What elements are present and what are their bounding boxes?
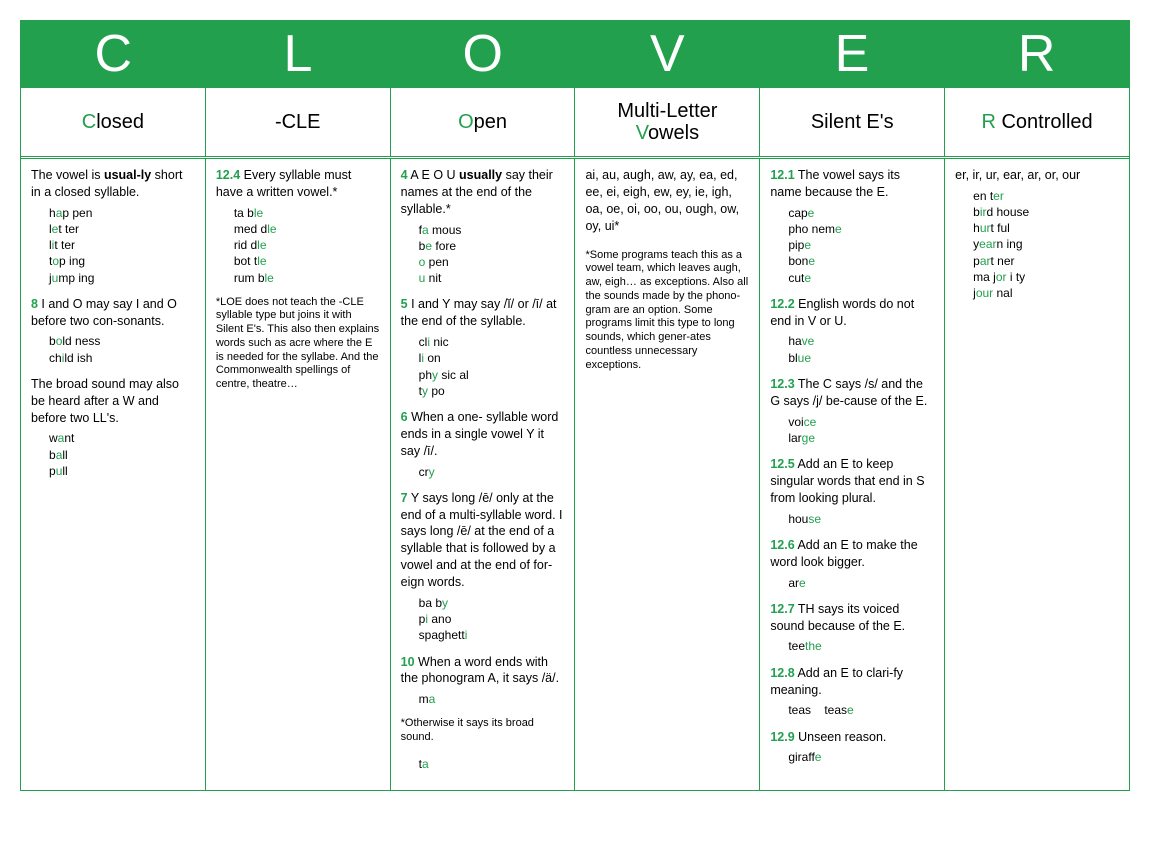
rule-text: 12.7 TH says its voiced sound because of…	[770, 601, 934, 635]
examples: haveblue	[788, 333, 934, 365]
rule-text: 6 When a one- syllable word ends in a si…	[401, 409, 565, 460]
footnote: *Some programs teach this as a vowel tea…	[585, 249, 749, 373]
examples: are	[788, 575, 934, 591]
examples: bold nesschild ish	[49, 333, 195, 365]
rule-text: The broad sound may also be heard after …	[31, 376, 195, 427]
examples: giraffe	[788, 749, 934, 765]
subheader-r: R Controlled	[945, 88, 1129, 156]
header-letter: C	[21, 21, 206, 87]
header-letter: L	[206, 21, 391, 87]
col-r: er, ir, ur, ear, ar, or, our en terbird …	[945, 159, 1129, 790]
examples: ta blemed dlerid dlebot tlerum ble	[234, 205, 380, 286]
examples: ta	[419, 756, 565, 772]
footnote: *LOE does not teach the -CLE syllable ty…	[216, 296, 380, 392]
rule-text: 4 A E O U usually say their names at the…	[401, 167, 565, 218]
examples: ba bypi anospaghetti	[419, 595, 565, 644]
col-silent: 12.1 The vowel says its name because the…	[760, 159, 945, 790]
examples: capepho nemepipebonecute	[788, 205, 934, 286]
rule-text: 12.2 English words do not end in V or U.	[770, 296, 934, 330]
examples: en terbird househurt fulyearn ingpart ne…	[973, 188, 1119, 301]
examples: house	[788, 511, 934, 527]
examples: wantballpull	[49, 430, 195, 479]
subheader-row: Closed -CLE Open Multi-Letter Vowels Sil…	[21, 87, 1129, 159]
rule-text: 7 Y says long /ē/ only at the end of a m…	[401, 490, 565, 591]
rule-text: 12.6 Add an E to make the word look bigg…	[770, 537, 934, 571]
examples: voicelarge	[788, 414, 934, 446]
rule-text: 12.3 The C says /s/ and the G says /j/ b…	[770, 376, 934, 410]
r-list: er, ir, ur, ear, ar, or, our	[955, 167, 1119, 184]
subheader-cle: -CLE	[206, 88, 391, 156]
clover-chart: C L O V E R Closed -CLE Open Multi-Lette…	[20, 20, 1130, 791]
examples: cli nicli onphy sic alty po	[419, 334, 565, 399]
rule-text: 12.5 Add an E to keep singular words tha…	[770, 456, 934, 507]
rule-text: 5 I and Y may say /ĭ/ or /ī/ at the end …	[401, 296, 565, 330]
subheader-closed: Closed	[21, 88, 206, 156]
subheader-silent: Silent E's	[760, 88, 945, 156]
body-row: The vowel is usual-ly short in a closed …	[21, 159, 1129, 790]
col-open: 4 A E O U usually say their names at the…	[391, 159, 576, 790]
examples: fa mousbe foreo penu nit	[419, 222, 565, 287]
subheader-open: Open	[391, 88, 576, 156]
rule-text: 8 I and O may say I and O before two con…	[31, 296, 195, 330]
rule-text: The vowel is usual-ly short in a closed …	[31, 167, 195, 201]
header-letter: E	[760, 21, 945, 87]
subheader-multi: Multi-Letter Vowels	[575, 88, 760, 156]
rule-text: 12.8 Add an E to clari-fy meaning.	[770, 665, 934, 699]
rule-text: 12.4 Every syllable must have a written …	[216, 167, 380, 201]
col-closed: The vowel is usual-ly short in a closed …	[21, 159, 206, 790]
header-letter: R	[944, 21, 1129, 87]
header-letter: V	[575, 21, 760, 87]
rule-text: 10 When a word ends with the phonogram A…	[401, 654, 565, 688]
col-multi: ai, au, augh, aw, ay, ea, ed, ee, ei, ei…	[575, 159, 760, 790]
examples: teethe	[788, 638, 934, 654]
vowel-list: ai, au, augh, aw, ay, ea, ed, ee, ei, ei…	[585, 167, 749, 235]
examples: cry	[419, 464, 565, 480]
col-cle: 12.4 Every syllable must have a written …	[206, 159, 391, 790]
rule-text: 12.1 The vowel says its name because the…	[770, 167, 934, 201]
header-letter: O	[390, 21, 575, 87]
rule-text: 12.9 Unseen reason.	[770, 729, 934, 746]
examples: ma	[419, 691, 565, 707]
header-row: C L O V E R	[21, 21, 1129, 87]
examples: teas tease	[788, 702, 934, 718]
examples: hap penlet terlit tertop ingjump ing	[49, 205, 195, 286]
footnote: *Otherwise it says its broad sound.	[401, 717, 565, 745]
